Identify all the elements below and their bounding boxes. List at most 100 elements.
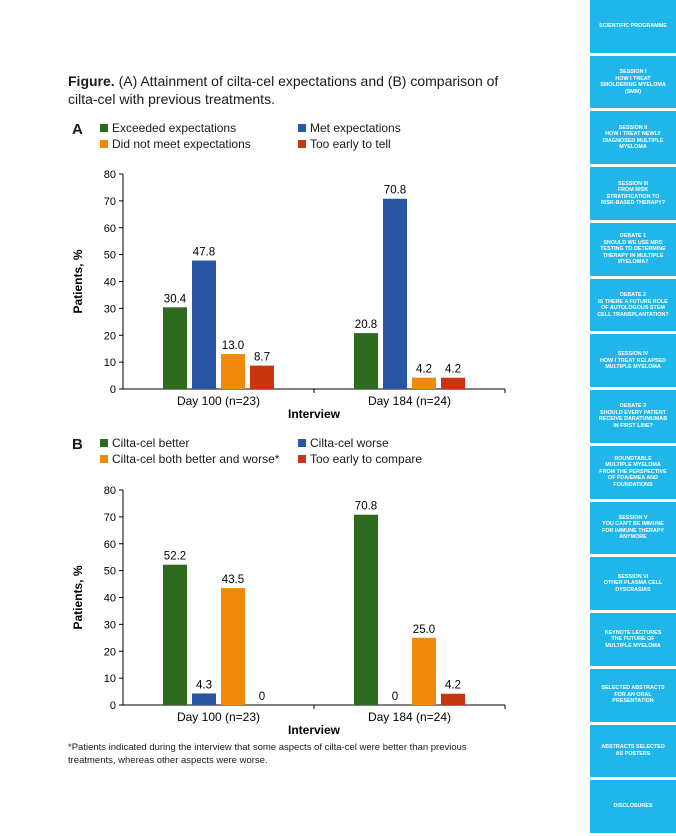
chart-a-y-axis-label: Patients, % xyxy=(71,249,85,313)
panel-a-legend-item: Met expectations xyxy=(298,121,401,135)
sidebar-item-selected-abstracts-for-an-oral-presentat[interactable]: SELECTED ABSTRACTS FOR AN ORAL PRESENTATIO… xyxy=(590,668,676,722)
chart-a-x-axis-label: Interview xyxy=(288,407,341,421)
sidebar-item-session-iii-from-risk-stratification-to-[interactable]: SESSION III FROM RISK STRATIFICATION TO RIS… xyxy=(590,167,676,220)
sidebar-item-label: ROUNDTABLE MULTIPLE MYELOMA FROM THE PERSP… xyxy=(599,456,666,489)
sidebar-item-roundtable-multiple-myeloma-from-the-per[interactable]: ROUNDTABLE MULTIPLE MYELOMA FROM THE PERSP… xyxy=(590,445,676,499)
sidebar-item-line: DYSCRASIAS xyxy=(615,586,651,593)
sidebar-item-session-vi-other-plasma-cell-dyscrasias[interactable]: SESSION VI OTHER PLASMA CELL DYSCRASIAS xyxy=(590,557,676,611)
sidebar-item-session-v-you-can-t-be-immune-for-immune[interactable]: SESSION V YOU CAN'T BE IMMUNE FOR IMMUNE T… xyxy=(590,501,676,555)
sidebar-item-session-iv-how-i-treat-relapsed-multiple[interactable]: SESSION IV HOW I TREAT RELAPSED MULTIPLE M… xyxy=(590,334,676,388)
chart-a-data-label: 70.8 xyxy=(384,185,406,197)
sidebar-item-label: DEBATE 1 SHOULD WE USE MRD TESTING TO DETE… xyxy=(600,233,666,266)
chart-b-y-tick-label: 70 xyxy=(104,512,116,524)
document-page: Figure. (A) Attainment of cilta-cel expe… xyxy=(68,72,518,766)
panel-b-legend-swatch xyxy=(298,439,306,447)
panel-a-legend-item: Exceeded expectations xyxy=(100,121,236,135)
chart-b-y-tick-label: 40 xyxy=(104,593,116,605)
sidebar-item-label: DISCLOSURES xyxy=(614,803,653,810)
chart-a-y-tick-label: 0 xyxy=(110,384,116,396)
sidebar-item-label: SESSION VI OTHER PLASMA CELL DYSCRASIAS xyxy=(604,574,663,594)
sidebar-item-line: FROM RISK xyxy=(617,187,649,194)
chart-b-data-label: 52.2 xyxy=(164,551,186,563)
chart-a-bar xyxy=(383,198,407,389)
chart-b-y-tick-label: 30 xyxy=(104,619,116,631)
chart-b-y-tick-label: 50 xyxy=(104,566,116,578)
chart-b-data-label: 0 xyxy=(259,691,265,703)
sidebar-item-line: HOW I TREAT NEWLY xyxy=(605,131,661,138)
panel-b-legend-item: Too early to compare xyxy=(298,452,422,466)
sidebar-item-label: SESSION I HOW I TREAT SMOLDERING MYELOMA (S… xyxy=(600,69,666,95)
panel-b-legend-label: Cilta-cel better xyxy=(112,436,190,450)
sidebar-item-line: OTHER PLASMA CELL xyxy=(603,580,663,587)
chart-b-y-tick-label: 60 xyxy=(104,539,116,551)
sidebar-item-line: YOU CAN'T BE IMMUNE xyxy=(602,521,664,528)
chart-a-data-label: 8.7 xyxy=(254,352,270,364)
sidebar-item-line: FROM THE PERSPECTIVE xyxy=(599,468,667,475)
sidebar-item-scientific-programme[interactable]: SCIENTIFIC PROGRAMME xyxy=(590,0,676,53)
sidebar-item-session-i-how-i-treat-smoldering-myeloma[interactable]: SESSION I HOW I TREAT SMOLDERING MYELOMA (S… xyxy=(590,55,676,109)
chart-b-bar xyxy=(354,514,378,705)
sidebar-item-label: SCIENTIFIC PROGRAMME xyxy=(599,23,667,30)
panel-a-legend-label: Too early to tell xyxy=(310,137,391,151)
chart-a-bar xyxy=(354,333,378,389)
sidebar-item-line: (SMM) xyxy=(624,88,642,95)
sidebar-item-line: TESTING TO DETERMINE xyxy=(600,246,666,253)
sidebar-item-line: KEYNOTE LECTURES xyxy=(604,629,662,636)
chart-a-y-tick-label: 40 xyxy=(104,277,116,289)
chart-a-y-tick-label: 60 xyxy=(104,223,116,235)
chart-b-x-axis-label: Interview xyxy=(288,723,341,736)
sidebar-item-line: SESSION II xyxy=(618,124,648,131)
sidebar-item-label: SESSION IV HOW I TREAT RELAPSED MULTIPLE M… xyxy=(600,351,666,371)
sidebar-item-line: ANYMORE xyxy=(619,534,647,541)
panel-a-legend-label: Exceeded expectations xyxy=(112,121,237,135)
sidebar-item-line: HOW I TREAT xyxy=(615,75,651,82)
panel-b-legend-label: Cilta-cel worse xyxy=(310,436,389,450)
sidebar-item-line: DIAGNOSED MULTIPLE xyxy=(602,137,664,144)
sidebar-item-line: IN FIRST LINE? xyxy=(613,422,653,429)
sidebar-item-debate-2-is-there-a-future-role-of-autol[interactable]: DEBATE 2 IS THERE A FUTURE ROLE OF AUTOLOG… xyxy=(590,278,676,332)
sidebar-item-line: MULTIPLE MYELOMA xyxy=(605,462,661,469)
chart-a-data-label: 13.0 xyxy=(222,340,244,352)
sidebar-item-line: HOW I TREAT RELAPSED xyxy=(599,357,667,364)
sidebar-item-line: AS POSTERS xyxy=(615,750,651,757)
sidebar-item-label: SESSION V YOU CAN'T BE IMMUNE FOR IMMUNE T… xyxy=(602,515,664,541)
chart-a-data-label: 30.4 xyxy=(164,293,187,305)
sidebar-item-line: FOR AN ORAL xyxy=(614,691,652,698)
panel-b-legend-label: Cilta-cel both better and worse* xyxy=(112,452,280,466)
sidebar-item-label: SESSION II HOW I TREAT NEWLY DIAGNOSED MUL… xyxy=(603,125,664,151)
sidebar-item-line: SELECTED ABSTRACTS xyxy=(601,685,665,692)
panel-a-legend-label: Met expectations xyxy=(310,121,401,135)
sidebar-item-line: ABSTRACTS SELECTED xyxy=(601,744,665,751)
sidebar-item-line: SHOULD EVERY PATIENT xyxy=(600,409,666,416)
panel-a-legend-label: Did not meet expectations xyxy=(112,137,251,151)
chart-a-data-label: 4.2 xyxy=(445,364,461,376)
chart-b-y-axis-label: Patients, % xyxy=(71,565,85,629)
panel-b-legend-label: Too early to compare xyxy=(310,452,423,466)
chart-b-data-label: 0 xyxy=(392,691,398,703)
sidebar-item-line: PRESENTATION xyxy=(612,698,654,705)
panel-b-letter: B xyxy=(72,436,83,453)
chart-b-category-label: Day 184 (n=24) xyxy=(368,710,451,724)
sidebar-item-debate-3-should-every-patient-receive-da[interactable]: DEBATE 3 SHOULD EVERY PATIENT RECEIVE DARA… xyxy=(590,390,676,443)
chart-a-y-tick-label: 20 xyxy=(104,330,116,342)
panel-a-legend-swatch xyxy=(100,140,108,148)
sidebar-item-abstracts-selected-as-posters[interactable]: ABSTRACTS SELECTED AS POSTERS xyxy=(590,724,676,778)
figure-title: Figure. (A) Attainment of cilta-cel expe… xyxy=(68,72,518,108)
chart-a-y-tick-label: 30 xyxy=(104,303,116,315)
sidebar-item-line: RISK-BASED THERAPY? xyxy=(600,200,666,207)
panel-b-legend-swatch xyxy=(100,439,108,447)
panel-b-legend-item: Cilta-cel both better and worse* xyxy=(100,452,279,466)
sidebar-item-debate-1-should-we-use-mrd-testing-to-de[interactable]: DEBATE 1 SHOULD WE USE MRD TESTING TO DETE… xyxy=(590,222,676,276)
sidebar-item-keynote-lectures-the-future-of-multiple-[interactable]: KEYNOTE LECTURES THE FUTURE OF MULTIPLE MY… xyxy=(590,613,676,666)
sidebar-item-line: MYELOMA xyxy=(619,144,647,151)
panel-a-legend-swatch xyxy=(100,124,108,132)
chart-a-data-label: 4.2 xyxy=(416,364,432,376)
sidebar-item-line: OF AUTOLOGOUS STEM xyxy=(601,305,665,312)
panel-a-legend-swatch xyxy=(298,124,306,132)
sidebar-item-line: DEBATE 1 xyxy=(619,233,647,240)
sidebar-item-session-ii-how-i-treat-newly-diagnosed-m[interactable]: SESSION II HOW I TREAT NEWLY DIAGNOSED MUL… xyxy=(590,111,676,165)
chart-b-bar xyxy=(441,693,465,705)
sidebar-item-disclosures[interactable]: DISCLOSURES xyxy=(590,780,676,833)
chart-a-y-tick-label: 80 xyxy=(104,169,116,181)
sidebar-item-line: ROUNDTABLE xyxy=(614,455,652,462)
